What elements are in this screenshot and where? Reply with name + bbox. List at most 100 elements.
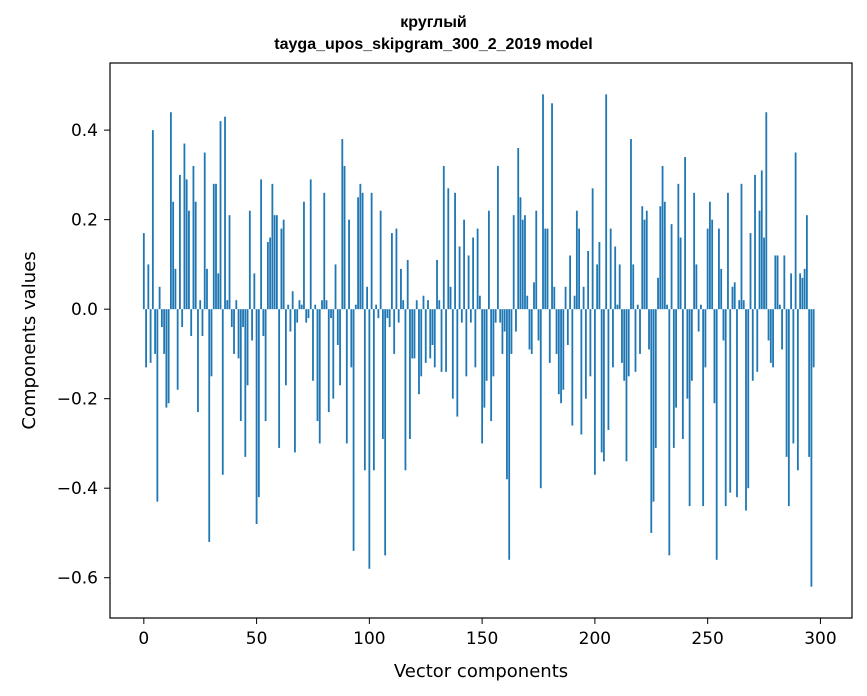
bar — [805, 215, 808, 310]
bar — [438, 300, 441, 310]
bar — [614, 246, 617, 310]
bar — [406, 259, 409, 310]
bar — [492, 309, 495, 377]
bar — [537, 309, 540, 341]
bar — [336, 309, 339, 345]
bar — [781, 309, 783, 350]
bar — [312, 309, 314, 381]
bar — [190, 309, 193, 337]
bar — [400, 268, 402, 310]
bar — [722, 309, 725, 341]
bar — [341, 139, 344, 310]
bar — [740, 183, 743, 310]
bar — [515, 309, 517, 332]
bar — [517, 148, 520, 310]
bar — [375, 304, 378, 310]
bar — [778, 304, 781, 310]
bar — [372, 309, 375, 471]
bar — [612, 309, 614, 368]
bar — [497, 165, 499, 310]
bar — [625, 309, 628, 462]
bar — [769, 309, 772, 363]
bar — [787, 309, 790, 507]
bar — [609, 228, 612, 310]
bar — [530, 309, 533, 354]
bar — [733, 282, 736, 310]
bar — [203, 152, 206, 310]
bar — [693, 192, 696, 310]
bar — [699, 304, 702, 310]
bar — [548, 309, 551, 363]
bar — [600, 309, 603, 453]
bar — [639, 309, 641, 354]
bar — [251, 309, 253, 341]
bar — [397, 309, 400, 323]
bar — [686, 309, 689, 399]
bar — [391, 233, 393, 310]
bar — [584, 309, 587, 399]
bar — [706, 228, 709, 310]
bar — [449, 286, 452, 310]
x-tick-label: 150 — [466, 629, 498, 649]
bar — [618, 264, 621, 310]
bar — [379, 210, 382, 310]
bar — [754, 174, 756, 310]
bar — [255, 309, 258, 525]
bar — [661, 165, 664, 310]
bar — [623, 309, 626, 381]
bar — [621, 309, 623, 363]
bar — [510, 309, 513, 354]
bar — [409, 309, 411, 439]
bar — [546, 228, 549, 310]
y-axis-ticks: −0.6 −0.4 −0.2 0.0 0.2 0.4 — [57, 121, 110, 589]
bar — [458, 246, 461, 310]
bar — [296, 309, 299, 323]
bar — [485, 309, 488, 381]
bar — [526, 295, 529, 310]
bar — [248, 210, 251, 310]
bar — [697, 309, 700, 332]
bar — [503, 309, 506, 332]
bar — [544, 228, 547, 310]
bar — [174, 268, 177, 310]
bar — [560, 309, 562, 404]
bar — [327, 309, 330, 413]
bar — [197, 309, 199, 413]
bar — [812, 309, 815, 368]
bar — [803, 268, 806, 310]
bar — [578, 228, 581, 310]
bar — [291, 291, 294, 310]
bar — [273, 215, 276, 310]
bar — [253, 273, 256, 310]
x-tick-label: 0 — [138, 629, 149, 649]
bar — [269, 237, 272, 310]
bar — [659, 206, 662, 310]
bar — [415, 300, 418, 310]
bar — [476, 228, 479, 310]
bar — [603, 309, 605, 462]
bar — [801, 277, 804, 310]
bar — [747, 309, 750, 489]
bar — [404, 309, 407, 471]
bar — [758, 210, 761, 310]
bar — [384, 309, 387, 556]
bar — [431, 309, 434, 345]
y-axis-label: Components values — [19, 251, 40, 429]
bar — [454, 192, 456, 310]
bar — [318, 309, 321, 444]
bar — [172, 201, 175, 310]
bar — [307, 309, 310, 319]
bar — [704, 309, 707, 368]
bar — [684, 156, 687, 310]
bar — [418, 309, 420, 395]
bar — [670, 224, 673, 310]
bar — [796, 309, 799, 471]
bar — [481, 309, 484, 444]
bar — [756, 309, 759, 372]
x-tick-label: 200 — [579, 629, 611, 649]
bar — [280, 228, 283, 310]
bar — [808, 309, 811, 457]
bar — [314, 304, 317, 310]
bar — [524, 215, 526, 310]
bar — [427, 300, 429, 310]
